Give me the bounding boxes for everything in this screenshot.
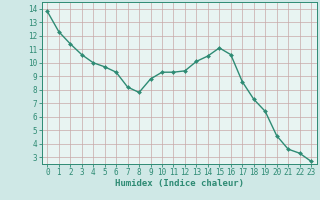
X-axis label: Humidex (Indice chaleur): Humidex (Indice chaleur) (115, 179, 244, 188)
